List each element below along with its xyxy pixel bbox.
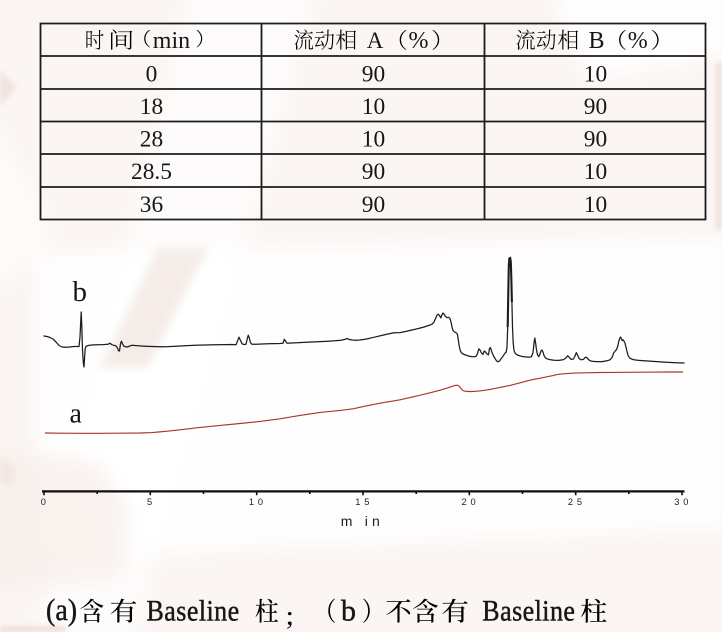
svg-text:0: 0 [146, 61, 158, 87]
svg-text:Baseline: Baseline [482, 594, 575, 627]
svg-text:15: 15 [355, 497, 373, 507]
svg-text:10: 10 [249, 497, 267, 507]
svg-text:(a): (a) [46, 594, 77, 627]
svg-text:B: B [589, 28, 605, 54]
svg-text:10: 10 [584, 159, 607, 185]
svg-text:m in: m in [341, 513, 384, 529]
svg-text:90: 90 [362, 159, 385, 185]
svg-text:A: A [367, 28, 384, 53]
svg-text:%: % [409, 28, 429, 54]
svg-text:90: 90 [584, 127, 607, 153]
svg-text:30: 30 [674, 497, 692, 507]
svg-text:0: 0 [41, 497, 46, 507]
svg-text:36: 36 [140, 192, 163, 218]
svg-text:10: 10 [584, 61, 607, 87]
svg-text:b: b [341, 595, 356, 628]
svg-text:10: 10 [362, 94, 385, 120]
svg-text:90: 90 [362, 61, 385, 87]
svg-text:b: b [73, 276, 88, 308]
svg-text:28: 28 [140, 127, 163, 153]
svg-text:5: 5 [147, 497, 152, 507]
svg-text:20: 20 [462, 497, 480, 507]
svg-text:10: 10 [362, 127, 385, 153]
svg-text:10: 10 [584, 192, 607, 218]
svg-text:28.5: 28.5 [131, 159, 172, 185]
svg-text:Baseline: Baseline [147, 594, 240, 627]
svg-text:min: min [153, 28, 190, 54]
svg-text:25: 25 [568, 497, 586, 507]
svg-text:18: 18 [140, 94, 163, 120]
svg-text:%: % [628, 28, 648, 54]
svg-text:90: 90 [584, 94, 607, 120]
svg-text:90: 90 [362, 192, 385, 218]
svg-text:a: a [70, 398, 83, 429]
